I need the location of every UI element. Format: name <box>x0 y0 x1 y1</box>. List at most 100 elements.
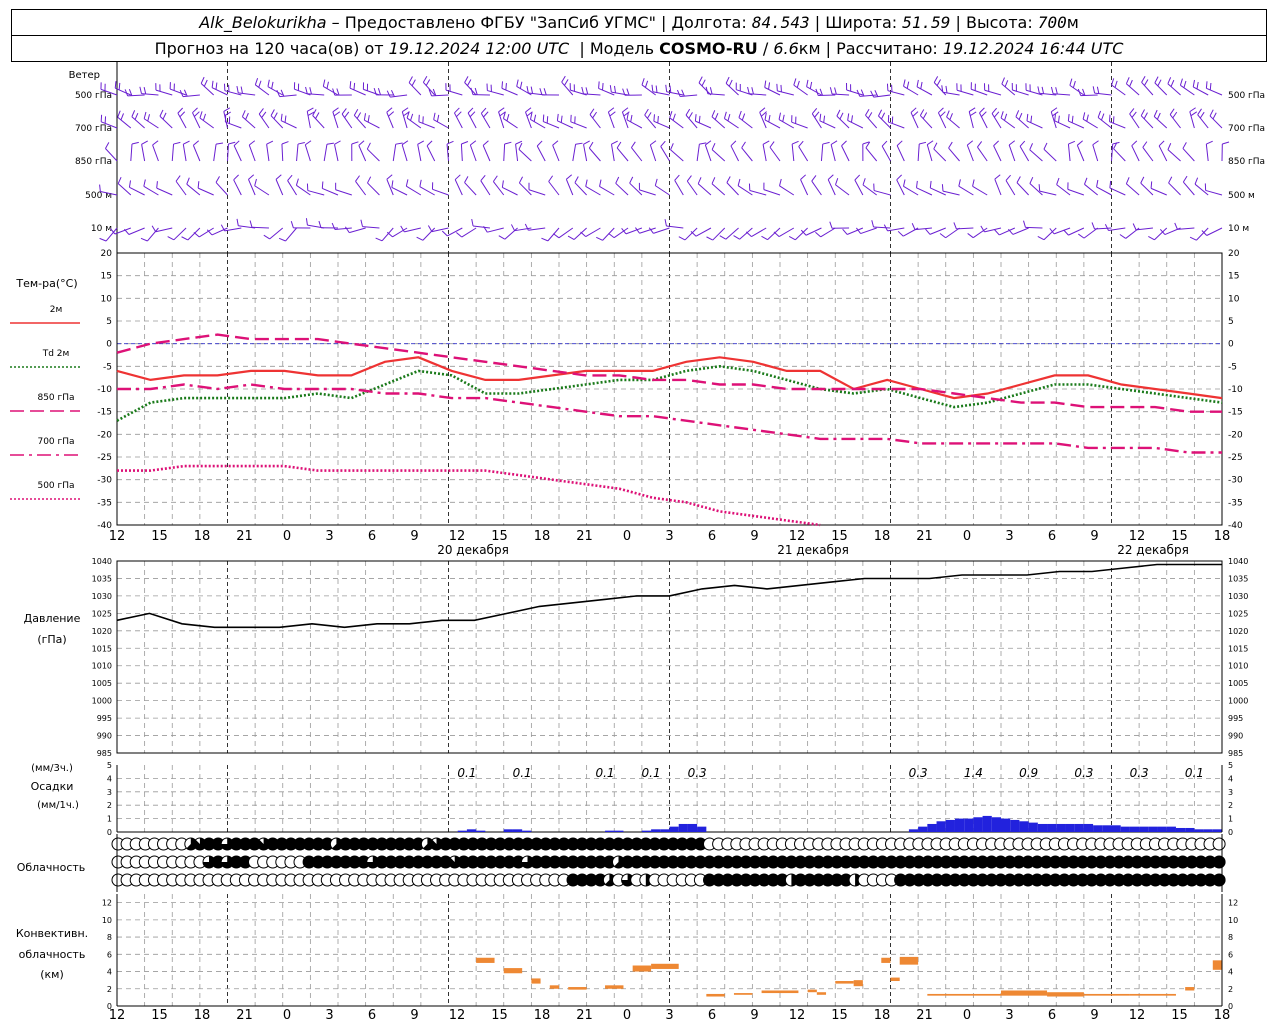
wind-barb-staff <box>878 115 891 129</box>
wind-barb-flag <box>1182 175 1188 183</box>
wind-barb-flag <box>1197 108 1202 115</box>
wind-barb-flag <box>698 115 701 123</box>
wind-barb-staff <box>865 147 878 162</box>
precip-bar <box>503 829 513 832</box>
wind-barb-flag <box>1000 111 1004 119</box>
wind-barb-staff <box>401 111 408 129</box>
wind-barb-staff <box>1129 113 1140 129</box>
wind-barb-flag <box>664 219 667 227</box>
precip-bar <box>1010 819 1020 832</box>
wind-barb-staff <box>798 146 809 162</box>
wind-barb-staff <box>984 227 1002 233</box>
pres-tick-right: 1015 <box>1228 644 1248 653</box>
wind-barb-flag <box>819 88 823 96</box>
wind-barb-staff <box>169 88 187 96</box>
wind-barb-flag <box>1132 223 1137 231</box>
prec-tick-left: 4 <box>107 774 112 783</box>
wind-barb-flag <box>341 108 347 115</box>
wind-barb-flag <box>241 110 246 117</box>
wind-barb-staff <box>929 227 946 235</box>
wind-barb-staff <box>247 179 256 196</box>
wind-barb-staff <box>707 93 725 96</box>
wind-barb-flag <box>694 114 697 122</box>
prec-tick-right: 2 <box>1228 801 1233 810</box>
wind-barb-flag <box>151 225 157 233</box>
x-tick-label: 18 <box>534 529 551 544</box>
wind-barb-staff <box>820 144 824 162</box>
wind-barb-flag <box>1157 79 1162 87</box>
wind-barb-staff <box>570 121 587 129</box>
prec-tick-left: 5 <box>107 761 112 770</box>
wind-barb-flag <box>167 236 175 241</box>
wind-barb-flag <box>1183 80 1187 88</box>
pres-tick-left: 1005 <box>92 679 112 688</box>
wind-barb-staff <box>281 143 284 162</box>
wind-barb-flag <box>806 79 809 87</box>
wind-barb-flag <box>1041 86 1045 94</box>
wind-barb-staff <box>528 227 546 231</box>
wind-barb-staff <box>213 144 217 162</box>
wind-barb-staff <box>175 180 187 196</box>
wind-barb-staff <box>353 115 366 129</box>
wind-barb-flag <box>945 85 948 93</box>
wind-barb-staff <box>100 121 118 129</box>
x-tick-label: 15 <box>491 529 508 544</box>
wind-barb-flag <box>270 109 275 116</box>
wind-barb-staff <box>141 93 159 96</box>
wind-barb-flag <box>518 176 524 184</box>
precip-bar <box>1037 823 1048 832</box>
cloud-fill <box>203 856 215 868</box>
wind-barb-staff <box>888 121 905 129</box>
wind-barb-flag <box>175 175 181 182</box>
wind-barb-staff <box>779 185 795 196</box>
wind-barb-staff <box>547 227 560 242</box>
wind-barb-staff <box>777 90 794 96</box>
cloud-circle <box>1212 855 1226 869</box>
precip-bar <box>1028 822 1038 832</box>
prec-tick-left: 3 <box>107 788 112 797</box>
wind-barb-staff <box>1050 111 1057 129</box>
wind-barb-flag <box>1158 140 1165 147</box>
wind-barb-staff <box>192 112 201 129</box>
wind-barb-flag <box>143 179 146 187</box>
pres-tick-right: 1005 <box>1228 679 1248 688</box>
wind-barb-staff <box>392 144 397 162</box>
wind-barb-flag <box>906 81 910 89</box>
convective-cloud-bar <box>503 968 523 974</box>
wind-barb-flag <box>782 114 785 122</box>
wind-barb-flag <box>941 85 944 93</box>
wind-barb-flag <box>798 140 804 147</box>
wind-barb-staff <box>304 144 311 162</box>
wind-barb-staff <box>422 227 436 241</box>
wind-barb-flag <box>977 141 983 148</box>
wind-barb-flag <box>236 218 239 226</box>
wind-barb-staff <box>552 145 560 162</box>
wind-barb-flag <box>815 88 819 96</box>
x-tick-label: 18 <box>194 529 211 544</box>
wind-barb-flag <box>183 89 188 97</box>
x-tick-label-bottom: 15 <box>831 1008 848 1023</box>
conv-tick-left: 4 <box>107 968 112 977</box>
x-tick-label: 18 <box>1214 529 1231 544</box>
wind-barb-flag <box>386 107 393 113</box>
wind-barb-staff <box>408 82 422 96</box>
wind-barb-staff <box>847 119 864 129</box>
wind-barb-flag <box>1194 177 1199 185</box>
precip-bar <box>669 826 679 832</box>
precip-bar <box>982 815 992 832</box>
wind-barb-flag <box>483 226 488 233</box>
wind-barb-staff <box>926 144 933 162</box>
wind-barb-staff <box>447 227 463 237</box>
wind-barb-flag <box>916 180 918 188</box>
wind-barb-flag <box>980 225 985 233</box>
wind-barb-staff <box>832 93 850 96</box>
prec-tick-left: 1 <box>107 815 112 824</box>
wind-barb-staff <box>854 179 864 196</box>
wind-barb-staff <box>805 227 822 236</box>
wind-barb-flag <box>1077 88 1082 96</box>
wind-barb-flag <box>1189 236 1197 241</box>
wind-barb-staff <box>933 148 947 162</box>
wind-barb-flag <box>553 233 560 239</box>
wind-barb-flag <box>128 88 133 96</box>
wind-barb-staff <box>859 94 877 97</box>
